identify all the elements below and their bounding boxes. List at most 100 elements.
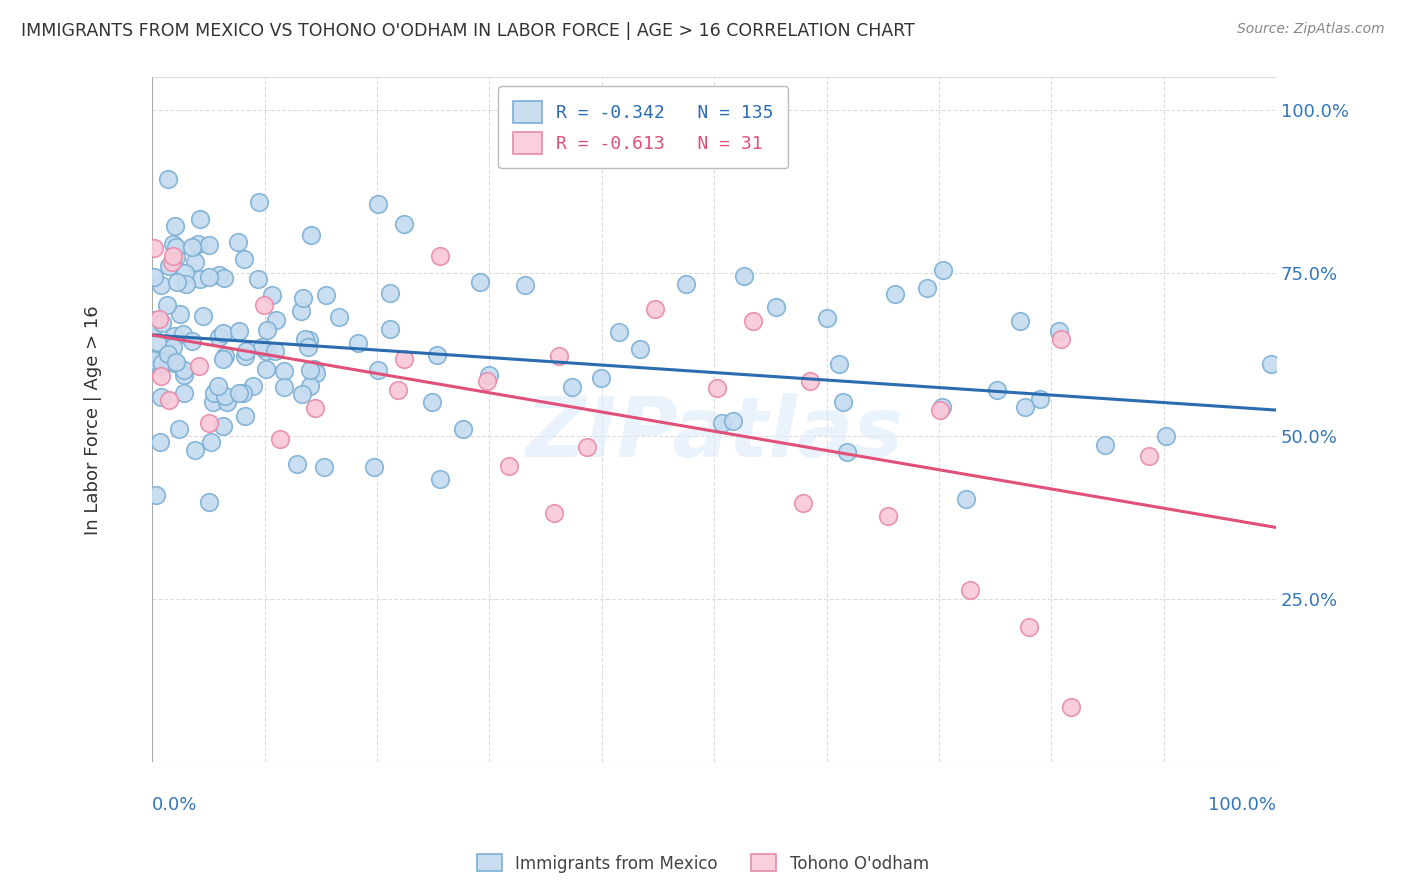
Point bbox=[172, 326, 194, 341]
Point bbox=[591, 371, 613, 385]
Point bbox=[233, 349, 256, 363]
Point bbox=[294, 332, 316, 346]
Point bbox=[290, 303, 312, 318]
Point bbox=[173, 368, 195, 382]
Point bbox=[475, 374, 498, 388]
Point bbox=[256, 323, 278, 337]
Point bbox=[387, 383, 409, 397]
Point bbox=[145, 358, 167, 372]
Point bbox=[157, 259, 180, 273]
Point bbox=[188, 212, 211, 227]
Point bbox=[247, 194, 270, 209]
Point bbox=[298, 333, 321, 347]
Point bbox=[197, 238, 219, 252]
Point bbox=[162, 339, 184, 353]
Point bbox=[149, 354, 172, 368]
Point bbox=[628, 342, 651, 356]
Text: 0.0%: 0.0% bbox=[152, 797, 198, 814]
Point bbox=[367, 363, 389, 377]
Point bbox=[426, 348, 449, 362]
Point bbox=[198, 495, 221, 509]
Point bbox=[150, 359, 173, 373]
Point bbox=[607, 325, 630, 339]
Point bbox=[142, 241, 165, 255]
Point bbox=[163, 356, 186, 370]
Point bbox=[228, 324, 250, 338]
Point bbox=[150, 368, 173, 383]
Legend: R = -0.342   N = 135, R = -0.613   N = 31: R = -0.342 N = 135, R = -0.613 N = 31 bbox=[499, 87, 789, 169]
Point bbox=[166, 275, 188, 289]
Point bbox=[959, 583, 981, 598]
Point bbox=[254, 344, 277, 359]
Point bbox=[955, 491, 977, 506]
Point bbox=[180, 334, 202, 348]
Point bbox=[197, 270, 219, 285]
Point bbox=[246, 272, 269, 286]
Point bbox=[188, 359, 211, 373]
Point bbox=[273, 364, 295, 378]
Point bbox=[792, 496, 814, 510]
Point bbox=[142, 321, 165, 335]
Text: 100.0%: 100.0% bbox=[1208, 797, 1277, 814]
Point bbox=[146, 335, 169, 350]
Point bbox=[208, 268, 231, 282]
Point bbox=[478, 368, 501, 383]
Point bbox=[929, 403, 952, 417]
Point bbox=[915, 281, 938, 295]
Point bbox=[931, 262, 953, 277]
Point bbox=[1047, 324, 1070, 338]
Legend: Immigrants from Mexico, Tohono O'odham: Immigrants from Mexico, Tohono O'odham bbox=[471, 847, 935, 880]
Point bbox=[575, 440, 598, 454]
Point bbox=[217, 394, 239, 409]
Point bbox=[711, 416, 734, 430]
Point bbox=[429, 249, 451, 263]
Point bbox=[299, 227, 322, 242]
Point bbox=[212, 352, 235, 367]
Point bbox=[142, 270, 165, 285]
Point bbox=[156, 298, 179, 312]
Point bbox=[799, 375, 821, 389]
Point bbox=[298, 363, 321, 377]
Point bbox=[931, 400, 953, 414]
Point bbox=[200, 435, 222, 450]
Point bbox=[163, 329, 186, 343]
Point bbox=[315, 288, 337, 302]
Point bbox=[884, 286, 907, 301]
Point bbox=[815, 310, 838, 325]
Point bbox=[420, 395, 443, 409]
Point bbox=[367, 197, 389, 211]
Point bbox=[202, 385, 225, 400]
Point bbox=[201, 395, 224, 409]
Point bbox=[157, 346, 180, 360]
Point bbox=[160, 255, 183, 269]
Point bbox=[721, 414, 744, 428]
Point bbox=[269, 432, 291, 446]
Point bbox=[262, 287, 284, 301]
Point bbox=[548, 349, 571, 363]
Point bbox=[304, 401, 326, 415]
Point bbox=[285, 457, 308, 471]
Point bbox=[706, 381, 728, 395]
Point bbox=[232, 386, 254, 401]
Point bbox=[187, 236, 209, 251]
Point bbox=[174, 277, 197, 291]
Point bbox=[561, 380, 583, 394]
Point bbox=[253, 298, 276, 312]
Point bbox=[876, 508, 898, 523]
Point bbox=[228, 386, 250, 401]
Point bbox=[832, 394, 855, 409]
Point bbox=[451, 422, 474, 436]
Point bbox=[188, 272, 211, 286]
Point bbox=[142, 353, 165, 368]
Point bbox=[162, 237, 184, 252]
Point bbox=[180, 240, 202, 254]
Point bbox=[155, 353, 177, 368]
Point bbox=[498, 458, 520, 473]
Point bbox=[328, 310, 350, 324]
Point bbox=[235, 409, 257, 423]
Point bbox=[291, 387, 314, 401]
Point bbox=[173, 363, 195, 377]
Point bbox=[214, 349, 236, 363]
Point bbox=[363, 460, 385, 475]
Point bbox=[394, 352, 416, 367]
